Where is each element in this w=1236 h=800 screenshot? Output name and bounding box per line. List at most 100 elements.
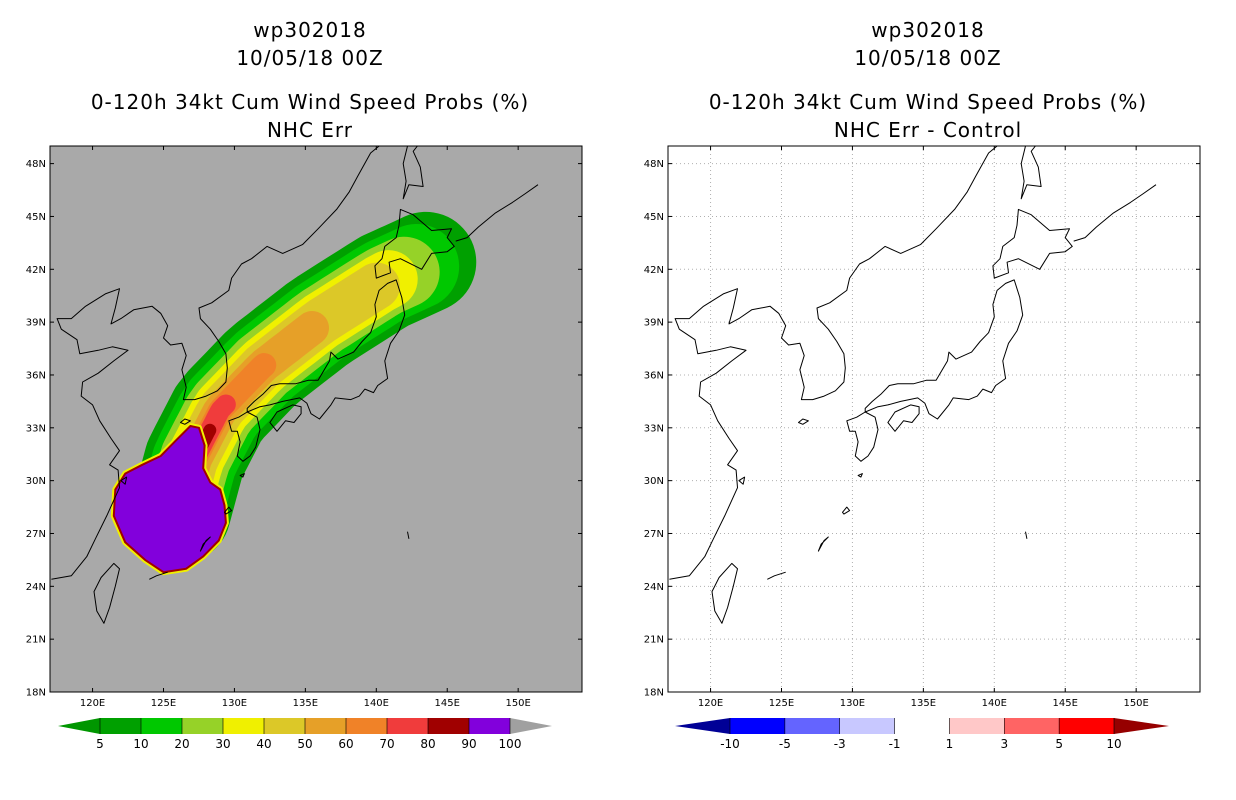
right-colorbar-label: -1	[889, 737, 901, 751]
left-coast-yakushima	[239, 473, 245, 478]
left-lat-label: 21N	[26, 635, 46, 646]
right-map-background	[668, 146, 1200, 692]
left-title-storm-id: wp302018	[253, 18, 367, 42]
left-map-axes: 48N 45N 42N 39N 36N 33N 30N 27N 24N 21N 18N 120E 125…	[26, 146, 582, 709]
right-lon-label: 120E	[698, 698, 723, 709]
left-coast-shikoku	[269, 404, 302, 432]
right-colorbar-label: -3	[834, 737, 846, 751]
left-map-background	[50, 146, 582, 692]
left-colorbar-swatch	[223, 718, 265, 734]
left-colorbar-label: 80	[420, 737, 435, 751]
right-lat-label: 36N	[644, 370, 664, 381]
left-colorbar-label: 30	[215, 737, 230, 751]
left-colorbar: 5 10 20 30 40 50 60 70 80 90 100	[58, 718, 552, 751]
left-colorbar-swatch	[264, 718, 306, 734]
right-colorbar-under-arrow	[675, 718, 730, 734]
right-coast-amami	[842, 506, 851, 515]
left-colorbar-label: 40	[256, 737, 271, 751]
left-lat-label: 30N	[26, 476, 46, 487]
right-map-gridlines	[668, 146, 1200, 693]
right-coast-shikoku	[887, 404, 920, 432]
right-colorbar-label: 3	[1000, 737, 1008, 751]
right-colorbar-label: 1	[946, 737, 954, 751]
right-map-frame	[667, 145, 1201, 693]
right-coast-honshu	[864, 279, 1024, 420]
left-lon-label: 120E	[80, 698, 105, 709]
left-coast-sakhalin	[402, 145, 424, 200]
left-coast-kyushu	[228, 411, 261, 462]
left-lat-label: 42N	[26, 265, 46, 276]
right-colorbar-swatch	[1004, 718, 1060, 734]
right-lat-label: 18N	[644, 688, 664, 699]
right-colorbar-over-arrow	[1114, 718, 1169, 734]
right-colorbar-label: 5	[1055, 737, 1063, 751]
right-coastlines	[669, 145, 1157, 624]
right-lat-label: 30N	[644, 476, 664, 487]
left-coast-zhoushan	[120, 476, 128, 485]
left-lon-label: 140E	[364, 698, 389, 709]
right-title-date: 10/05/18 00Z	[854, 46, 1002, 70]
left-colorbar-swatch	[387, 718, 429, 734]
left-coast-okinawa	[199, 536, 211, 552]
left-title-model: NHC Err	[266, 118, 354, 142]
right-lon-label: 150E	[1123, 698, 1148, 709]
left-colorbar-under-arrow	[58, 718, 100, 734]
left-colorbar-over-arrow	[510, 718, 552, 734]
left-lat-label: 27N	[26, 529, 46, 540]
right-lat-label: 33N	[644, 423, 664, 434]
left-lat-label: 48N	[26, 159, 46, 170]
left-colorbar-swatch	[469, 718, 511, 734]
right-lon-label: 125E	[769, 698, 794, 709]
left-lon-label: 145E	[435, 698, 460, 709]
left-lat-label: 45N	[26, 212, 46, 223]
right-coast-jeju	[798, 418, 809, 425]
right-lat-label: 24N	[644, 582, 664, 593]
right-coast-kurils	[1073, 184, 1157, 242]
left-colorbar-swatch	[428, 718, 470, 734]
left-coast-ryukyu-chain	[149, 571, 168, 580]
right-coast-taiwan	[711, 562, 738, 624]
left-lat-label: 36N	[26, 370, 46, 381]
left-coast-hokkaido	[374, 208, 455, 279]
right-lon-label: 145E	[1053, 698, 1078, 709]
right-colorbar-swatch	[730, 718, 786, 734]
right-lon-label: 135E	[911, 698, 936, 709]
left-coast-taiwan	[93, 562, 120, 624]
right-title-model: NHC Err - Control	[833, 118, 1023, 142]
right-lat-label: 39N	[644, 318, 664, 329]
right-lat-label: 21N	[644, 635, 664, 646]
left-lon-label: 130E	[222, 698, 247, 709]
swath-level-100	[112, 425, 227, 574]
left-colorbar-label: 100	[499, 737, 522, 751]
left-colorbar-label: 20	[174, 737, 189, 751]
left-colorbar-swatch	[305, 718, 347, 734]
left-colorbar-swatch	[141, 718, 183, 734]
left-coast-honshu	[246, 279, 406, 420]
left-coastlines	[51, 145, 539, 624]
right-coast-bonin	[1025, 531, 1028, 539]
right-coast-zhoushan	[738, 476, 746, 485]
right-colorbar-label: 10	[1106, 737, 1121, 751]
left-lon-label: 125E	[151, 698, 176, 709]
right-title-storm-id: wp302018	[871, 18, 985, 42]
right-colorbar-swatch	[784, 718, 841, 734]
left-colorbar-label: 60	[338, 737, 353, 751]
right-coast-okinawa	[817, 536, 829, 552]
left-map-panel: 48N 45N 42N 39N 36N 33N 30N 27N 24N 21N 18N 120E 125…	[26, 145, 583, 709]
right-colorbar-swatch	[839, 718, 896, 734]
left-title-date: 10/05/18 00Z	[236, 46, 384, 70]
left-colorbar-label: 5	[96, 737, 104, 751]
left-coast-kurils	[455, 184, 539, 242]
right-lat-label: 45N	[644, 212, 664, 223]
right-title-product: 0-120h 34kt Cum Wind Speed Probs (%)	[708, 90, 1148, 114]
right-coast-sakhalin	[1020, 145, 1042, 200]
left-coast-amami	[224, 506, 233, 515]
left-lon-label: 150E	[505, 698, 530, 709]
right-map-axes: 48N 45N 42N 39N 36N 33N 30N 27N 24N 21N 18N 120E 125…	[644, 146, 1200, 709]
right-coast-kyushu	[846, 411, 879, 462]
right-coast-ryukyu-chain	[767, 571, 786, 580]
right-coast-mainland-asia	[669, 145, 998, 580]
right-coast-hokkaido	[992, 208, 1073, 279]
right-colorbar-label: -5	[779, 737, 791, 751]
